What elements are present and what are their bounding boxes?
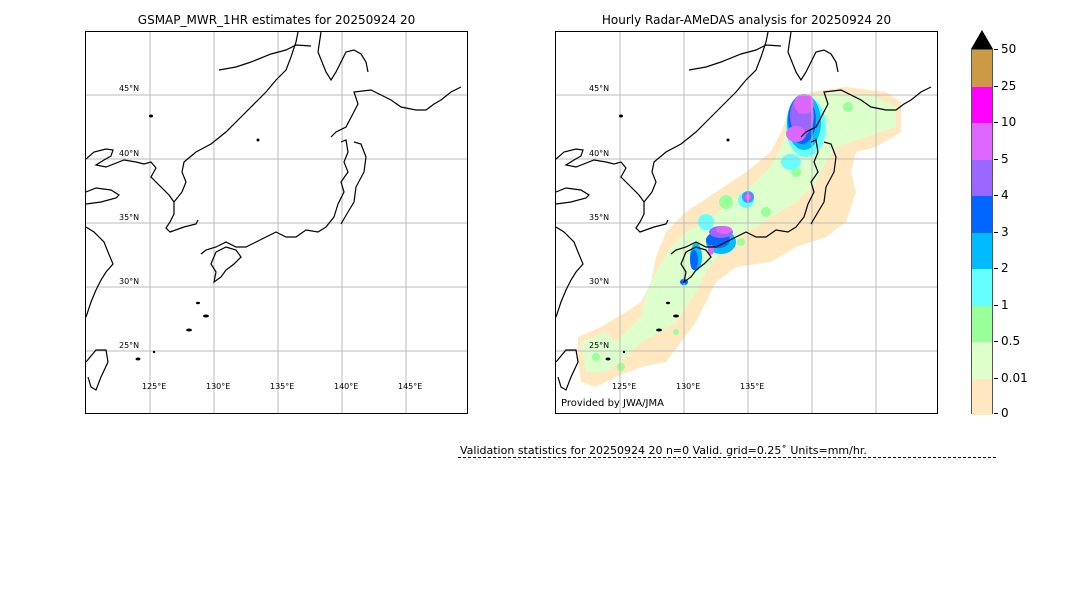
right-map-canvas bbox=[556, 32, 937, 413]
colorbar-tick bbox=[994, 158, 998, 160]
lat-label-25: 25°N bbox=[119, 341, 140, 350]
colorbar-label-5: 5 bbox=[1001, 151, 1009, 166]
coastlines bbox=[556, 32, 932, 391]
gridlines bbox=[86, 32, 467, 413]
colorbar-label-1: 1 bbox=[1001, 297, 1009, 312]
colorbar-label-3: 3 bbox=[1001, 224, 1009, 239]
lat-label-35: 35°N bbox=[589, 213, 610, 222]
precip-field bbox=[578, 87, 901, 387]
colorbar-tick bbox=[994, 122, 998, 123]
coastlines bbox=[86, 32, 462, 391]
colorbar-tick bbox=[994, 377, 998, 379]
colorbar-label-10: 10 bbox=[1001, 115, 1017, 129]
colorbar-segment-25-50 bbox=[972, 50, 992, 87]
islands bbox=[135, 114, 260, 361]
left-map: 45°N 40°N 35°N 30°N 25°N 125°E 130°E 135… bbox=[85, 31, 468, 414]
colorbar-tick bbox=[994, 304, 998, 306]
right-map-title: Hourly Radar-AMeDAS analysis for 2025092… bbox=[601, 13, 892, 27]
lat-label-30: 30°N bbox=[119, 277, 140, 286]
lon-label-125: 125°E bbox=[612, 382, 637, 391]
validation-divider bbox=[458, 457, 996, 458]
right-map: 45°N 40°N 35°N 30°N 25°N 125°E 130°E 135… bbox=[555, 31, 938, 414]
gridlines bbox=[556, 32, 937, 413]
lon-label-130: 130°E bbox=[206, 382, 231, 391]
colorbar-segment-10-25 bbox=[972, 86, 992, 123]
colorbar-segment-1-2 bbox=[972, 269, 992, 306]
lat-label-45: 45°N bbox=[119, 84, 140, 93]
lon-label-130: 130°E bbox=[676, 382, 701, 391]
lat-label-45: 45°N bbox=[589, 84, 610, 93]
validation-statistics: Validation statistics for 20250924 20 n=… bbox=[460, 444, 867, 457]
lon-label-135: 135°E bbox=[270, 382, 295, 391]
left-map-title: GSMAP_MWR_1HR estimates for 20250924 20 bbox=[137, 13, 416, 27]
lon-label-135: 135°E bbox=[740, 382, 765, 391]
colorbar-tick bbox=[994, 195, 998, 196]
colorbar-tick bbox=[994, 268, 998, 269]
colorbar-segment-0.5-1 bbox=[972, 305, 992, 342]
lat-label-30: 30°N bbox=[589, 277, 610, 286]
lon-label-125: 125°E bbox=[142, 382, 167, 391]
colorbar-label-0: 0 bbox=[1001, 406, 1009, 420]
lat-label-35: 35°N bbox=[119, 213, 140, 222]
colorbar-tick bbox=[994, 49, 998, 50]
colorbar-tick bbox=[994, 413, 998, 414]
colorbar-label-2: 2 bbox=[1001, 261, 1009, 275]
colorbar-tick bbox=[994, 231, 998, 233]
colorbar-label-0.5: 0.5 bbox=[1001, 334, 1021, 348]
lat-label-40: 40°N bbox=[589, 149, 610, 158]
data-credit: Provided by JWA/JMA bbox=[561, 398, 664, 409]
lat-label-40: 40°N bbox=[119, 149, 140, 158]
colorbar-label-4: 4 bbox=[1001, 188, 1009, 202]
colorbar-segment-5-10 bbox=[972, 123, 992, 160]
colorbar bbox=[971, 49, 993, 415]
colorbar-tick bbox=[994, 85, 998, 87]
colorbar-extend-arrow bbox=[971, 30, 993, 49]
colorbar-segment-0-0.01 bbox=[972, 378, 992, 415]
colorbar-segment-3-4 bbox=[972, 196, 992, 233]
islands bbox=[605, 114, 730, 361]
lat-label-25: 25°N bbox=[589, 341, 610, 350]
colorbar-label-0.01: 0.01 bbox=[1001, 370, 1028, 385]
colorbar-tick bbox=[994, 341, 998, 342]
colorbar-segment-4-5 bbox=[972, 159, 992, 196]
colorbar-segment-0.01-0.5 bbox=[972, 342, 992, 379]
colorbar-label-50: 50 bbox=[1001, 42, 1017, 56]
left-map-canvas bbox=[86, 32, 467, 413]
colorbar-segment-2-3 bbox=[972, 232, 992, 269]
lon-label-140: 140°E bbox=[334, 382, 359, 391]
colorbar-label-25: 25 bbox=[1001, 78, 1017, 93]
lon-label-145: 145°E bbox=[398, 382, 423, 391]
